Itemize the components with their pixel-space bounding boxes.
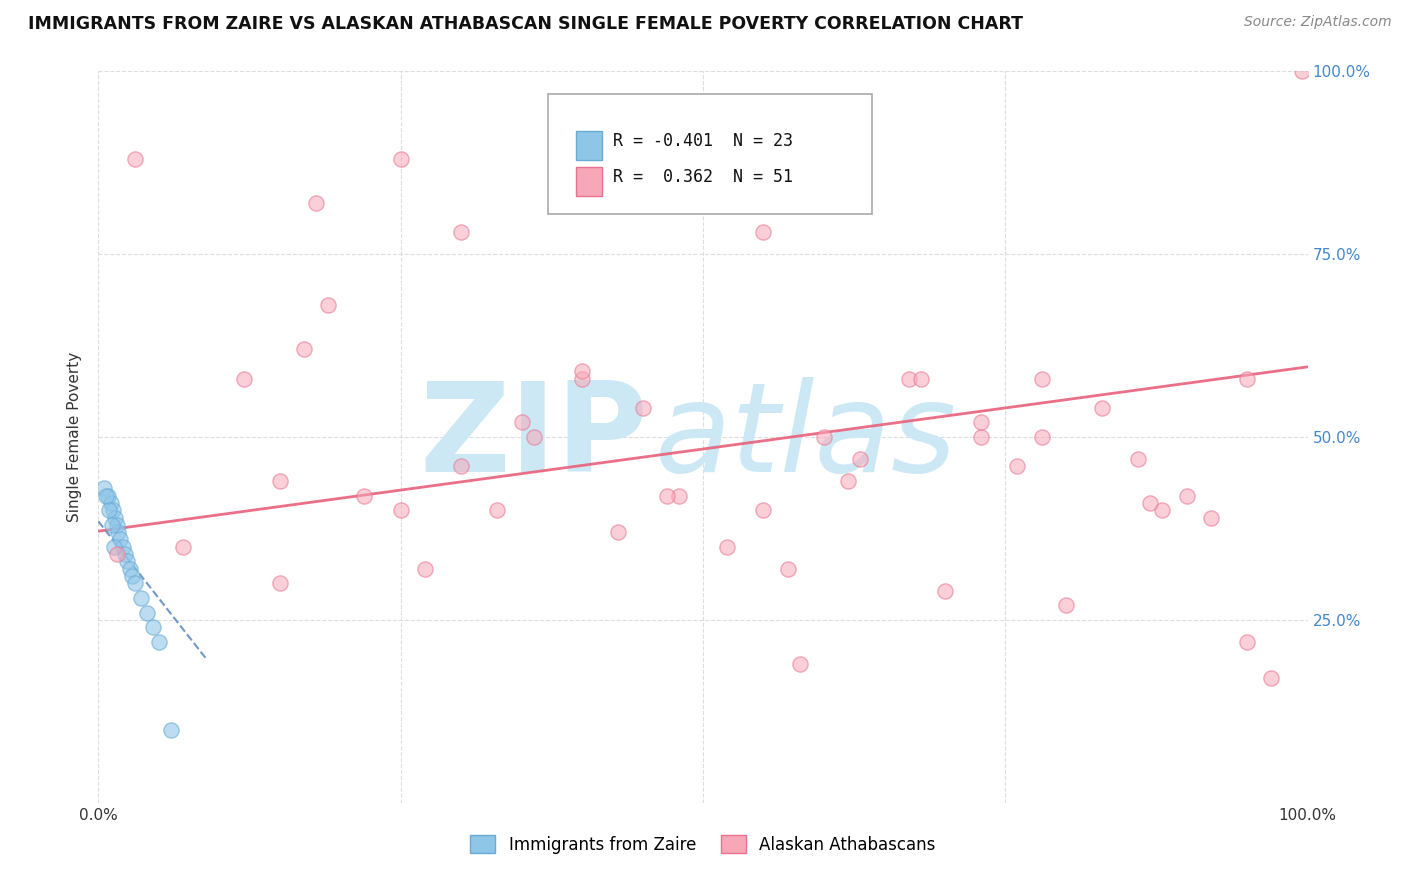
Y-axis label: Single Female Poverty: Single Female Poverty: [67, 352, 83, 522]
Point: [117, 554, 139, 568]
Point: [98, 503, 121, 517]
Point: [413, 562, 436, 576]
Point: [389, 152, 412, 166]
Point: [1128, 452, 1150, 467]
Point: [100, 517, 122, 532]
Point: [389, 503, 412, 517]
Point: [94, 489, 117, 503]
Point: [1091, 401, 1114, 415]
Point: [118, 562, 141, 576]
Point: [148, 635, 170, 649]
Point: [269, 474, 291, 488]
Point: [103, 540, 125, 554]
Point: [571, 371, 593, 385]
Text: R =  0.362  N = 51: R = 0.362 N = 51: [613, 169, 793, 186]
Point: [450, 225, 472, 239]
Point: [114, 547, 136, 561]
Point: [1152, 503, 1174, 517]
Point: [160, 723, 183, 737]
Text: ZIP: ZIP: [420, 376, 648, 498]
Point: [1291, 64, 1313, 78]
Point: [849, 452, 872, 467]
Point: [97, 489, 120, 503]
Point: [107, 525, 129, 540]
Point: [100, 496, 122, 510]
Point: [910, 371, 932, 385]
Point: [105, 517, 128, 532]
Point: [450, 459, 472, 474]
Point: [124, 576, 146, 591]
Point: [104, 510, 127, 524]
Point: [1054, 599, 1077, 613]
Point: [970, 430, 993, 444]
Legend: Immigrants from Zaire, Alaskan Athabascans: Immigrants from Zaire, Alaskan Athabasca…: [464, 829, 942, 860]
Point: [510, 416, 533, 430]
Point: [934, 583, 956, 598]
Point: [752, 225, 775, 239]
Point: [752, 503, 775, 517]
Text: R = -0.401  N = 23: R = -0.401 N = 23: [613, 131, 793, 150]
Point: [305, 196, 328, 211]
Point: [142, 620, 165, 634]
Point: [1260, 672, 1282, 686]
Point: [129, 591, 152, 605]
Point: [1175, 489, 1198, 503]
Text: Source: ZipAtlas.com: Source: ZipAtlas.com: [1244, 15, 1392, 29]
Point: [523, 430, 546, 444]
Point: [292, 343, 315, 357]
Point: [1199, 510, 1222, 524]
Point: [970, 416, 993, 430]
Point: [776, 562, 799, 576]
Point: [232, 371, 254, 385]
Point: [111, 540, 134, 554]
Point: [897, 371, 920, 385]
Point: [269, 576, 291, 591]
Point: [172, 540, 194, 554]
Point: [571, 364, 593, 378]
Point: [101, 503, 124, 517]
Point: [716, 540, 738, 554]
Point: [789, 657, 811, 671]
Point: [837, 474, 859, 488]
Point: [655, 489, 678, 503]
Point: [1236, 635, 1258, 649]
Point: [607, 525, 630, 540]
Text: IMMIGRANTS FROM ZAIRE VS ALASKAN ATHABASCAN SINGLE FEMALE POVERTY CORRELATION CH: IMMIGRANTS FROM ZAIRE VS ALASKAN ATHABAS…: [28, 15, 1024, 33]
Point: [108, 533, 131, 547]
Point: [631, 401, 654, 415]
Point: [1007, 459, 1029, 474]
Point: [813, 430, 835, 444]
Point: [1236, 371, 1258, 385]
Text: atlas: atlas: [655, 376, 956, 498]
Point: [1031, 371, 1053, 385]
Point: [486, 503, 509, 517]
Point: [135, 606, 157, 620]
Point: [124, 152, 146, 166]
Point: [1139, 496, 1161, 510]
Point: [121, 569, 143, 583]
Point: [316, 298, 339, 312]
Point: [353, 489, 375, 503]
Point: [105, 547, 128, 561]
Point: [1031, 430, 1053, 444]
Point: [93, 481, 115, 495]
Point: [668, 489, 690, 503]
